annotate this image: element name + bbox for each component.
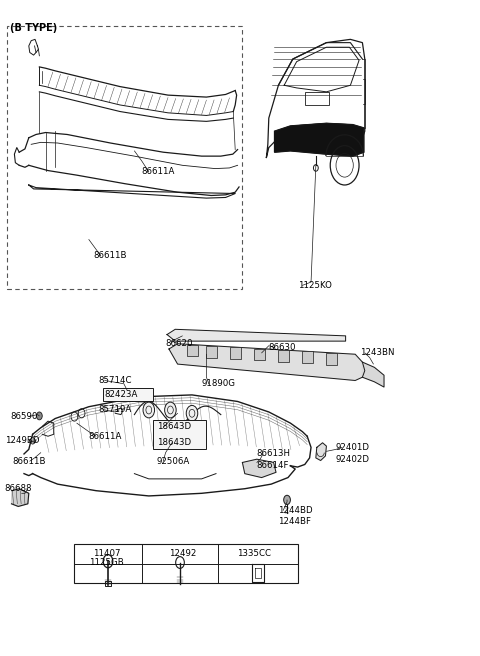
Text: 1125KO: 1125KO (298, 281, 332, 290)
Bar (326, 353, 337, 365)
Text: (B TYPE): (B TYPE) (10, 23, 57, 33)
Bar (105, 581, 111, 586)
Bar (254, 348, 265, 360)
Text: 1244BF: 1244BF (278, 517, 312, 526)
Text: 86611B: 86611B (94, 251, 127, 260)
Circle shape (36, 412, 42, 420)
Text: 85714C: 85714C (98, 376, 132, 385)
Bar (230, 347, 241, 359)
Text: 86611A: 86611A (142, 167, 175, 176)
Bar (103, 388, 153, 401)
Text: 1243BN: 1243BN (360, 348, 395, 358)
Circle shape (165, 402, 176, 418)
Text: 91890G: 91890G (202, 379, 236, 388)
Text: 18643D: 18643D (157, 422, 191, 431)
Text: 1125GB: 1125GB (89, 558, 124, 567)
Bar (302, 352, 313, 363)
Bar (206, 346, 217, 358)
Text: 11407: 11407 (93, 548, 120, 558)
Text: 92401D: 92401D (336, 443, 370, 452)
Bar (153, 420, 206, 449)
Polygon shape (316, 443, 326, 461)
Text: 86611A: 86611A (89, 432, 122, 441)
Text: 92506A: 92506A (157, 457, 190, 466)
Text: 86611B: 86611B (12, 457, 46, 466)
Circle shape (186, 405, 198, 421)
Text: 86630: 86630 (269, 343, 296, 352)
Text: 1244BD: 1244BD (278, 506, 313, 515)
Text: 1249BD: 1249BD (5, 436, 39, 445)
Polygon shape (362, 362, 384, 387)
Polygon shape (169, 344, 365, 380)
Text: 82423A: 82423A (105, 390, 138, 400)
Bar (74, 544, 298, 583)
Text: 86688: 86688 (5, 484, 32, 493)
Text: 86614F: 86614F (257, 461, 289, 470)
Text: 12492: 12492 (168, 548, 196, 558)
Polygon shape (167, 329, 346, 341)
Bar (278, 350, 289, 362)
Circle shape (284, 495, 290, 504)
Polygon shape (275, 123, 364, 156)
Text: 86590: 86590 (11, 412, 38, 421)
Bar (7, 26, 242, 289)
Bar (187, 344, 198, 356)
Bar (305, 92, 329, 105)
Circle shape (143, 402, 155, 418)
Text: 86613H: 86613H (257, 449, 291, 459)
Text: 1335CC: 1335CC (238, 548, 271, 558)
Circle shape (30, 438, 35, 444)
Text: 86620: 86620 (166, 338, 193, 348)
Polygon shape (12, 489, 29, 506)
Text: 92402D: 92402D (336, 455, 370, 464)
Polygon shape (242, 459, 276, 478)
Text: 85719A: 85719A (98, 405, 132, 415)
Text: 18643D: 18643D (157, 438, 191, 447)
